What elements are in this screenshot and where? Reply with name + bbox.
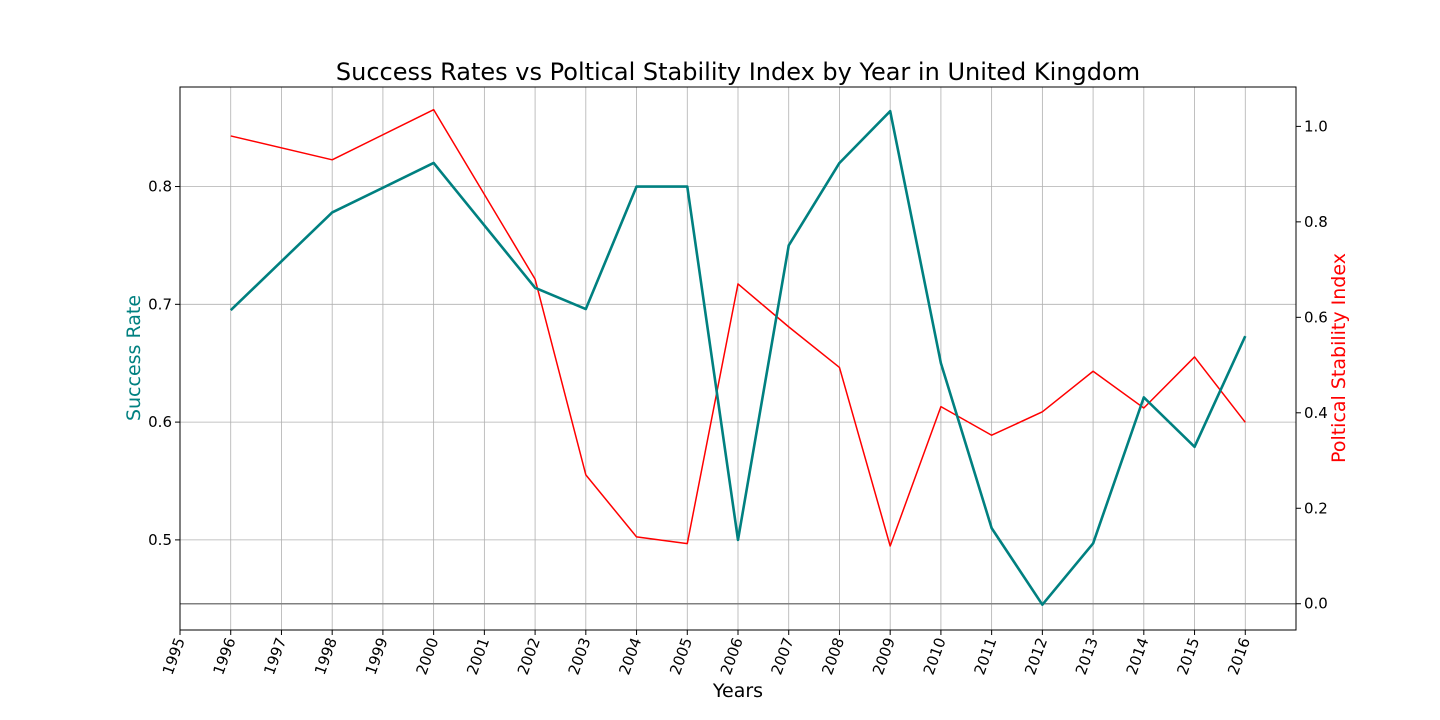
left-y-tick-label: 0.5 — [148, 531, 172, 549]
left-y-tick-label: 0.6 — [148, 413, 172, 431]
right-y-tick-label: 1.0 — [1304, 117, 1328, 135]
chart-title: Success Rates vs Poltical Stability Inde… — [336, 58, 1140, 86]
right-y-axis-label: Poltical Stability Index — [1328, 253, 1350, 463]
right-y-tick-label: 0.8 — [1304, 213, 1328, 231]
right-y-tick-label: 0.6 — [1304, 308, 1328, 326]
series-layer — [229, 108, 1247, 606]
left-y-tick-label: 0.8 — [148, 178, 172, 196]
left-y-tick-label: 0.7 — [148, 295, 172, 313]
grid-layer — [179, 87, 1296, 630]
right-y-tick-label: 0.4 — [1304, 404, 1328, 422]
success-rate-line — [229, 109, 1247, 606]
left-y-axis-label: Success Rate — [123, 295, 145, 421]
right-y-tick-label: 0.0 — [1304, 595, 1328, 613]
right-y-tick-label: 0.2 — [1304, 499, 1328, 517]
x-axis-label: Years — [712, 680, 763, 702]
stability-index-line — [230, 108, 1246, 547]
